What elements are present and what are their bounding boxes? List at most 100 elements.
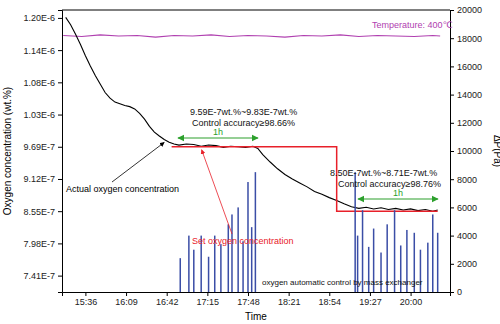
chart: 15:36 16:09 16:42 17:15 17:48 18:21 18:54 19:27… <box>0 0 500 324</box>
tick: 16:09 <box>115 292 138 307</box>
bar <box>193 250 195 292</box>
tick-mark <box>450 264 454 265</box>
tick-label: 1.03E-6 <box>23 110 55 120</box>
tick: 9.69E-7 <box>23 142 62 152</box>
tick-label: 18:54 <box>319 297 342 307</box>
bar <box>255 172 257 292</box>
tick: 18000 <box>450 34 482 44</box>
tick: 1.14E-6 <box>23 46 62 56</box>
tick: 15:36 <box>75 292 98 307</box>
tick-mark <box>450 10 454 11</box>
annotation: 8.50E-7wt.%~8.71E-7wt.% <box>330 168 437 178</box>
tick: 20000 <box>450 5 482 15</box>
tick-mark <box>450 95 454 96</box>
tick: 14000 <box>450 90 482 100</box>
tick-label: 1.20E-6 <box>23 13 55 23</box>
tick-label: 7.98E-7 <box>23 239 55 249</box>
tick-label: 17:15 <box>197 297 220 307</box>
bar <box>228 224 230 292</box>
tick-label: 16:09 <box>115 297 138 307</box>
line <box>63 35 440 37</box>
tick-mark <box>85 292 86 296</box>
tick-label: 12000 <box>457 118 482 128</box>
x-axis-title: Time <box>245 311 267 322</box>
series-label: Set oxygen concentration <box>192 236 294 246</box>
tick-label: 19:27 <box>359 297 382 307</box>
tick-label: 10000 <box>457 146 482 156</box>
tick-label: 0 <box>457 287 462 297</box>
tick: 2000 <box>450 259 477 269</box>
tick-label: 1.14E-6 <box>23 46 55 56</box>
tick-mark <box>58 18 62 19</box>
tick-label: 1.08E-6 <box>23 78 55 88</box>
bar <box>242 241 244 292</box>
y2-axis-title: ΔP(Pa) <box>492 135 500 167</box>
x-axis: 15:36 16:09 16:42 17:15 17:48 18:21 18:54 19:27… <box>63 292 451 307</box>
bar <box>432 214 434 292</box>
tick: 18:21 <box>278 292 301 307</box>
tick-label: 14000 <box>457 90 482 100</box>
annotation: 1h <box>213 127 223 137</box>
tick-mark <box>58 115 62 116</box>
tick-mark <box>58 243 62 244</box>
tick-mark <box>248 292 249 296</box>
tick: 1.08E-6 <box>23 78 62 88</box>
tick-mark <box>58 82 62 83</box>
tick: 0 <box>450 287 462 297</box>
tick-mark <box>411 292 412 296</box>
arrow <box>202 150 232 234</box>
tick-label: 18000 <box>457 34 482 44</box>
tick-mark <box>450 292 454 293</box>
tick-label: 9.69E-7 <box>23 142 55 152</box>
tick-mark <box>450 123 454 124</box>
tick-label: 18:21 <box>278 297 301 307</box>
tick-mark <box>329 292 330 296</box>
tick: 1.03E-6 <box>23 110 62 120</box>
annotation: Control accuracy≥98.76% <box>338 179 441 189</box>
tick: 16:42 <box>156 292 179 307</box>
tick-mark <box>450 66 454 67</box>
tick: 7.41E-7 <box>23 271 62 281</box>
duration-bracket <box>358 198 438 199</box>
duration-bracket <box>178 137 258 138</box>
y-axis-line <box>58 11 63 293</box>
y2-axis: 0200040006000800010000120001400016000180… <box>450 5 482 297</box>
series-label: oxygen automatic control by mass exchang… <box>262 278 423 287</box>
tick-label: 9.12E-7 <box>23 174 55 184</box>
tick: 4000 <box>450 231 477 241</box>
tick: 7.98E-7 <box>23 239 62 249</box>
tick-label: 8.55E-7 <box>23 207 55 217</box>
tick-label: 7.41E-7 <box>23 271 55 281</box>
tick: 17:48 <box>237 292 260 307</box>
tick: 8000 <box>450 175 477 185</box>
tick-mark <box>289 292 290 296</box>
y2-axis-line <box>451 11 455 293</box>
tick-mark <box>58 50 62 51</box>
tick: 20:00 <box>400 292 423 307</box>
tick-mark <box>450 236 454 237</box>
tick-mark <box>450 207 454 208</box>
tick-mark <box>58 179 62 180</box>
tick: 8.55E-7 <box>23 207 62 217</box>
tick: 12000 <box>450 118 482 128</box>
series-label: Temperature: 400℃ <box>372 20 453 30</box>
bar <box>220 244 222 292</box>
frame <box>62 10 450 11</box>
annotation: Control accuracy≥98.66% <box>192 118 295 128</box>
tick: 10000 <box>450 146 482 156</box>
tick-label: 8000 <box>457 175 477 185</box>
bar <box>179 258 181 292</box>
tick-label: 16:42 <box>156 297 179 307</box>
bar <box>437 233 439 292</box>
tick: 16000 <box>450 62 482 72</box>
tick: 18:54 <box>319 292 342 307</box>
x-axis-line <box>63 293 451 297</box>
tick-mark <box>450 179 454 180</box>
tick-label: 4000 <box>457 231 477 241</box>
tick-label: 20000 <box>457 5 482 15</box>
bar <box>208 257 210 292</box>
tick-label: 17:48 <box>237 297 260 307</box>
arrow <box>112 142 164 182</box>
bar <box>188 236 190 292</box>
tick-label: 16000 <box>457 62 482 72</box>
